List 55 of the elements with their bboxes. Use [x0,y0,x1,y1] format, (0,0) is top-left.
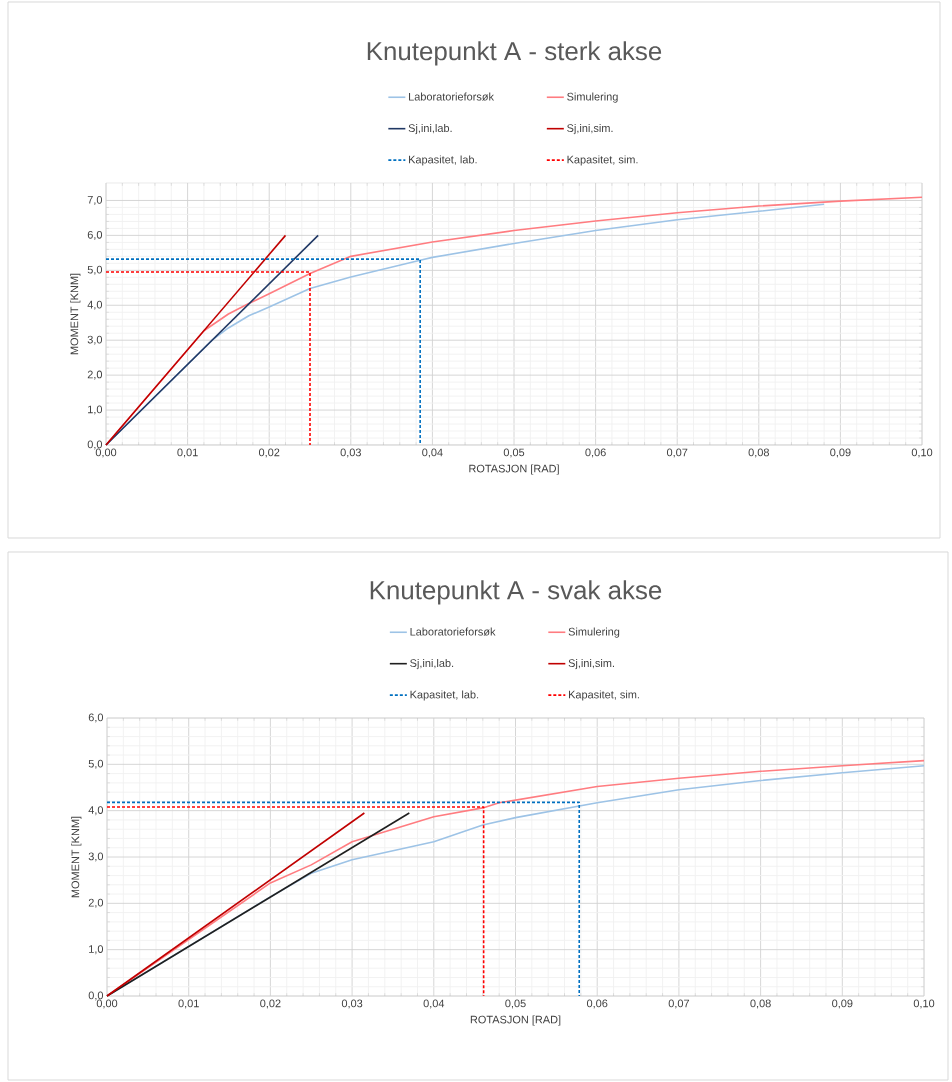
legend-label: Sj,ini,lab. [408,123,452,135]
y-axis-title: MOMENT [KNM] [71,816,82,898]
x-tick-label: 0,10 [913,999,935,1009]
legend-label: Sj,ini,sim. [568,658,614,670]
x-tick-label: 0,06 [586,999,608,1009]
chart-title: Knutepunkt A - svak akse [370,580,662,605]
y-tick-label: 7,0 [87,195,103,205]
y-tick-label: 6,0 [87,230,103,240]
y-tick-label: 0,0 [87,440,103,450]
x-tick-label: 0,04 [422,448,443,458]
x-tick-label: 0,07 [668,999,690,1009]
y-tick-label: 0,0 [88,991,104,1001]
x-tick-label: 0,10 [911,448,933,458]
x-tick-label: 0,00 [96,999,118,1009]
x-axis-title: ROTASJON [RAD] [469,464,559,475]
legend-label: Sj,ini,lab. [410,658,454,670]
x-tick-label: 0,09 [830,448,851,458]
legend-label: Laboratorieforsøk [409,92,495,101]
x-tick-label: 0,03 [341,999,363,1009]
y-tick-label: 1,0 [89,945,104,955]
y-tick-label: 2,0 [87,370,103,380]
x-axis-title: ROTASJON [RAD] [470,1015,561,1026]
legend-label: Kapasitet, lab. [409,155,477,166]
y-tick-label: 5,0 [88,759,104,769]
x-tick-label: 0,04 [423,999,445,1009]
legend-label: Simulering [567,92,618,103]
x-tick-label: 0,07 [666,448,688,458]
legend-label: Sj,ini,sim. [567,123,613,135]
x-tick-label: 0,08 [748,448,769,458]
x-tick-label: 0,08 [750,999,771,1009]
y-tick-label: 5,0 [87,265,103,275]
x-tick-label: 0,01 [177,448,198,458]
x-tick-label: 0,02 [258,448,280,458]
y-tick-label: 3,0 [87,335,103,345]
x-tick-label: 0,03 [340,448,361,458]
x-tick-label: 0,09 [832,999,853,1009]
x-tick-label: 0,02 [260,999,281,1009]
x-tick-label: 0,05 [503,448,525,458]
y-tick-label: 3,0 [88,852,104,862]
x-tick-label: 0,01 [178,999,199,1009]
x-tick-label: 0,05 [505,999,526,1009]
x-tick-label: 0,06 [585,448,606,458]
y-tick-label: 4,0 [87,300,103,310]
legend-label: Simulering [568,627,620,638]
y-tick-label: 2,0 [88,898,104,908]
legend-label: Kapasitet, lab. [410,690,479,701]
y-tick-label: 4,0 [88,806,104,816]
y-tick-label: 6,0 [88,713,104,723]
chart-title: Knutepunkt A - sterk akse [367,41,662,66]
legend-label: Kapasitet, sim. [569,690,639,701]
x-tick-label: 0,00 [95,448,117,458]
legend-label: Kapasitet, sim. [567,155,638,166]
y-axis-title: MOMENT [KNM] [70,273,81,355]
legend-label: Laboratorieforsøk [410,627,496,636]
y-tick-label: 1,0 [88,405,103,415]
